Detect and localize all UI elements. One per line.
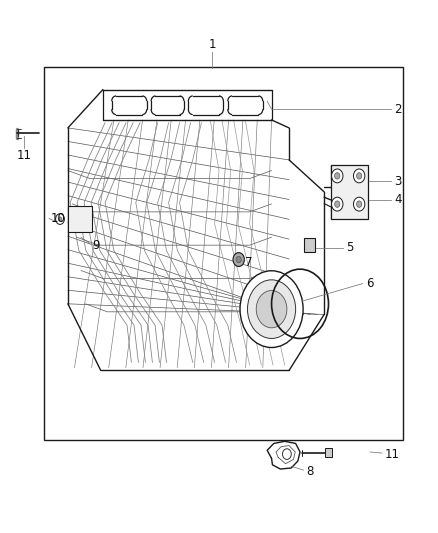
Text: 4: 4 xyxy=(394,193,402,206)
Circle shape xyxy=(58,217,62,221)
Circle shape xyxy=(353,197,365,211)
Bar xyxy=(68,206,92,232)
Text: 10: 10 xyxy=(50,212,65,225)
Circle shape xyxy=(236,256,241,263)
Circle shape xyxy=(357,201,362,207)
Text: 11: 11 xyxy=(385,448,399,461)
Circle shape xyxy=(357,173,362,179)
Text: 11: 11 xyxy=(17,149,32,162)
Circle shape xyxy=(353,169,365,183)
Text: 3: 3 xyxy=(394,175,402,188)
Bar xyxy=(44,67,403,440)
Circle shape xyxy=(247,280,296,338)
Circle shape xyxy=(256,290,287,328)
Circle shape xyxy=(332,197,343,211)
Bar xyxy=(325,448,332,457)
Text: 7: 7 xyxy=(245,256,253,269)
Circle shape xyxy=(56,214,64,224)
Circle shape xyxy=(233,253,244,266)
Text: 2: 2 xyxy=(394,103,402,116)
Circle shape xyxy=(332,169,343,183)
Circle shape xyxy=(283,449,291,459)
Bar xyxy=(331,165,368,219)
Text: 5: 5 xyxy=(346,241,353,254)
Text: 9: 9 xyxy=(92,239,99,252)
Bar xyxy=(304,238,315,252)
Circle shape xyxy=(335,201,340,207)
Text: 1: 1 xyxy=(208,38,216,51)
Circle shape xyxy=(240,271,303,348)
Text: 8: 8 xyxy=(307,465,314,478)
Circle shape xyxy=(335,173,340,179)
Text: 6: 6 xyxy=(366,277,373,290)
